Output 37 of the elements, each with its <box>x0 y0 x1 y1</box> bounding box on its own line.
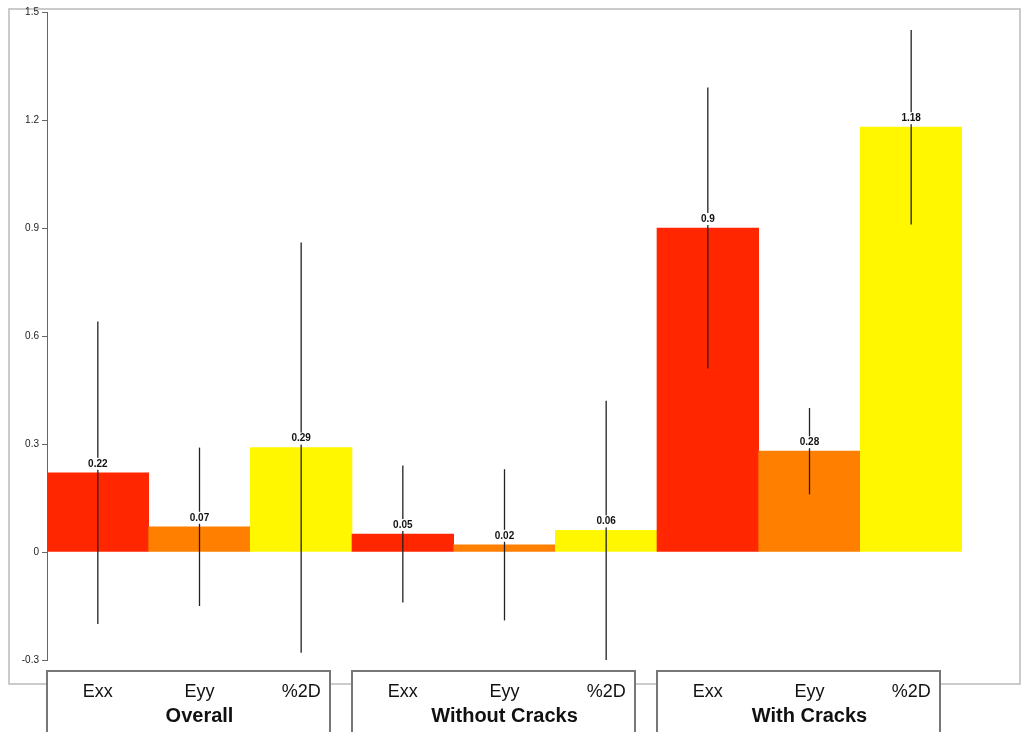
x-tick-label: Exx <box>692 680 723 701</box>
x-tick-label: %2D <box>281 680 321 701</box>
data-label: 0.02 <box>494 529 515 541</box>
y-tick-label: 1.5 <box>25 5 40 17</box>
y-tick-label: 0.6 <box>25 329 40 341</box>
y-tick-label: 0.3 <box>25 437 40 449</box>
data-label: 0.06 <box>596 515 617 527</box>
text: Overall <box>165 703 234 726</box>
data-label: 0.28 <box>799 435 820 447</box>
y-tick-label: 1.2 <box>25 113 40 125</box>
data-label: 0.29 <box>291 432 312 444</box>
x-tick-label: %2D <box>586 680 626 701</box>
bar <box>453 544 556 552</box>
bar <box>148 526 251 552</box>
data-label: 0.22 <box>88 457 108 469</box>
y-tick-label: -0.3 <box>21 653 40 665</box>
bar <box>656 227 759 552</box>
data-label: 0.05 <box>393 518 413 530</box>
text: With Cracks <box>751 703 868 726</box>
bar <box>758 450 861 552</box>
data-label: 0.9 <box>700 212 716 224</box>
bar <box>250 447 353 552</box>
x-tick-label: Exx <box>82 680 113 701</box>
x-tick-label: Eyy <box>794 680 825 701</box>
bar <box>555 530 658 552</box>
x-tick-label: Eyy <box>184 680 215 701</box>
bar <box>47 472 149 552</box>
x-tick-label: Eyy <box>489 680 520 701</box>
x-tick-label: Exx <box>387 680 418 701</box>
text: Without Cracks <box>431 703 578 726</box>
x-tick-label: %2D <box>891 680 931 701</box>
bar <box>860 126 962 552</box>
y-tick-label: 0 <box>33 545 40 557</box>
bar <box>351 533 454 552</box>
data-label: 0.07 <box>189 511 210 523</box>
y-tick-label: 0.9 <box>25 221 40 233</box>
data-label: 1.18 <box>901 111 922 123</box>
